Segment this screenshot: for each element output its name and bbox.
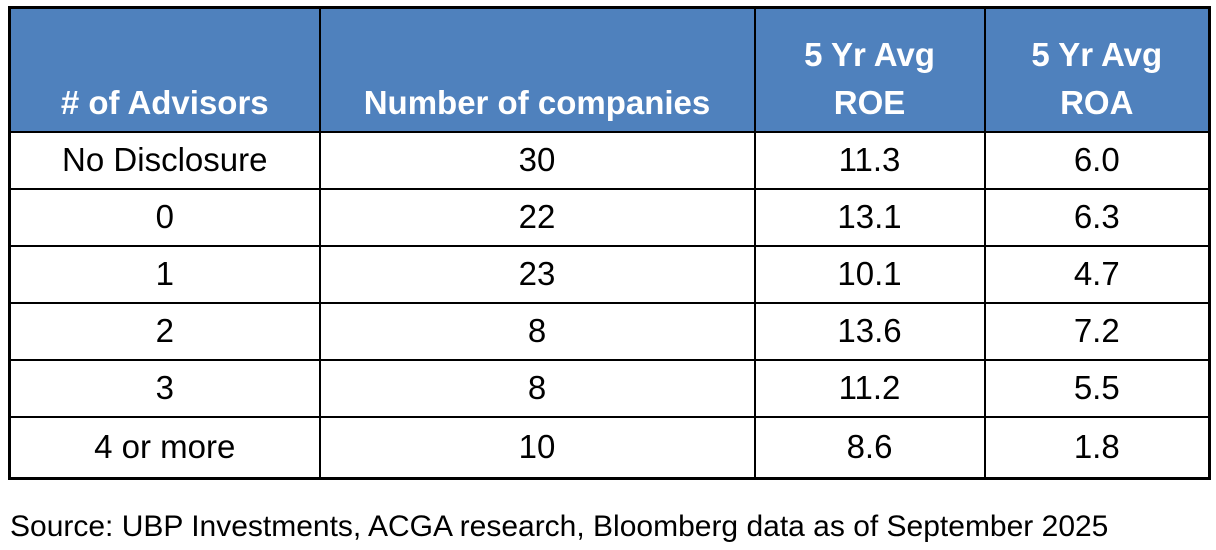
col-header-advisors: # of Advisors xyxy=(8,6,321,133)
col-header-roe: 5 Yr Avg ROE xyxy=(753,6,986,133)
cell-roe: 13.6 xyxy=(753,301,986,361)
cell-companies: 8 xyxy=(318,301,756,361)
cell-advisors: 2 xyxy=(8,301,321,361)
advisors-table: # of Advisors Number of companies 5 Yr A… xyxy=(8,6,1211,480)
col-header-roe-line2: ROE xyxy=(833,83,906,121)
table-header-row: # of Advisors Number of companies 5 Yr A… xyxy=(8,6,1211,133)
cell-roa: 6.3 xyxy=(983,187,1211,247)
cell-companies: 22 xyxy=(318,187,756,247)
cell-companies: 10 xyxy=(318,415,756,480)
cell-roa: 7.2 xyxy=(983,301,1211,361)
cell-roa: 1.8 xyxy=(983,415,1211,480)
cell-advisors: 0 xyxy=(8,187,321,247)
table-row: 3 8 11.2 5.5 xyxy=(8,358,1211,418)
col-header-roa-line2: ROA xyxy=(1060,83,1134,121)
col-header-companies: Number of companies xyxy=(318,6,756,133)
col-header-advisors-label: # of Advisors xyxy=(60,83,269,121)
cell-roe: 13.1 xyxy=(753,187,986,247)
cell-roe: 11.3 xyxy=(753,130,986,190)
source-note: Source: UBP Investments, ACGA research, … xyxy=(10,510,1109,543)
cell-roa: 6.0 xyxy=(983,130,1211,190)
table-row: 0 22 13.1 6.3 xyxy=(8,187,1211,247)
cell-advisors: No Disclosure xyxy=(8,130,321,190)
cell-advisors: 4 or more xyxy=(8,415,321,480)
cell-advisors: 3 xyxy=(8,358,321,418)
col-header-roa-line1: 5 Yr Avg xyxy=(1031,35,1163,73)
cell-companies: 8 xyxy=(318,358,756,418)
col-header-roa: 5 Yr Avg ROA xyxy=(983,6,1211,133)
cell-advisors: 1 xyxy=(8,244,321,304)
cell-roa: 5.5 xyxy=(983,358,1211,418)
cell-roe: 11.2 xyxy=(753,358,986,418)
cell-companies: 30 xyxy=(318,130,756,190)
table-row: No Disclosure 30 11.3 6.0 xyxy=(8,130,1211,190)
cell-roe: 8.6 xyxy=(753,415,986,480)
cell-companies: 23 xyxy=(318,244,756,304)
col-header-roe-line1: 5 Yr Avg xyxy=(804,35,935,73)
table-row: 1 23 10.1 4.7 xyxy=(8,244,1211,304)
cell-roe: 10.1 xyxy=(753,244,986,304)
table-row: 2 8 13.6 7.2 xyxy=(8,301,1211,361)
cell-roa: 4.7 xyxy=(983,244,1211,304)
table-row: 4 or more 10 8.6 1.8 xyxy=(8,415,1211,480)
col-header-companies-label: Number of companies xyxy=(363,83,711,121)
